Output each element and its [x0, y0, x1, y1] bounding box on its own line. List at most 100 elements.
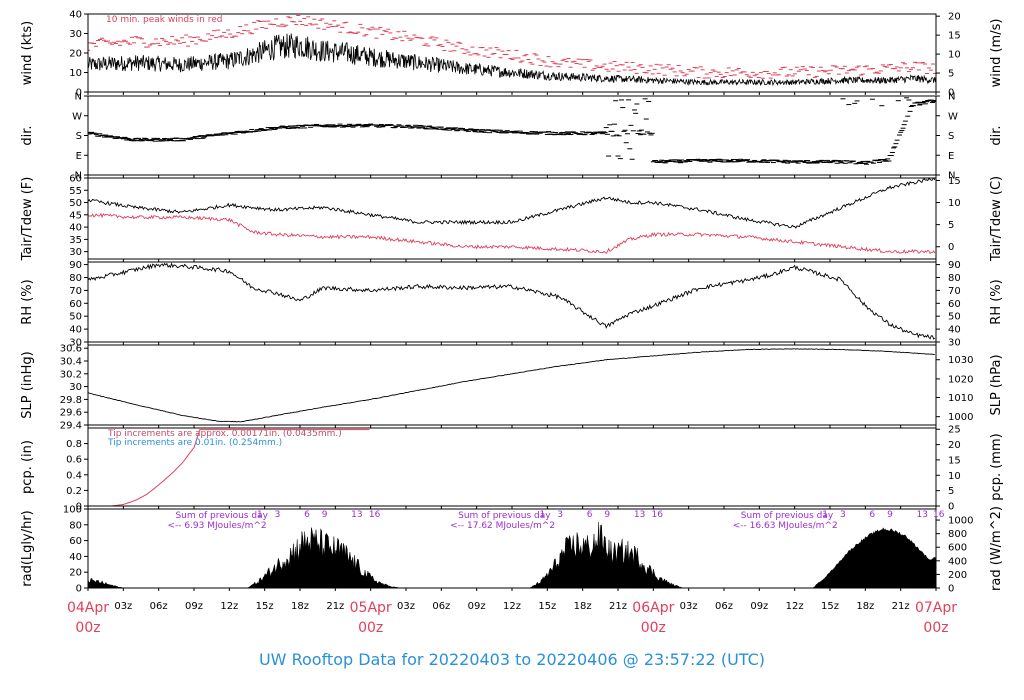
left-tick-label: 60 [69, 174, 82, 185]
date-label: 05Apr [350, 600, 392, 616]
right-tick-label: 5 [948, 220, 954, 231]
x-tick-label: 15z [538, 601, 556, 612]
hour-mark: 3 [275, 510, 281, 520]
hour-mark: 1 [257, 510, 263, 520]
footer-title: UW Rooftop Data for 20220403 to 20220406… [259, 650, 765, 669]
right-tick-label: 10 [948, 471, 961, 482]
x-tick-label: 21z [892, 601, 910, 612]
plot-area-dir [88, 97, 936, 165]
plot-area-rad [88, 522, 936, 588]
y-axis-label-left: Tair/Tdew (F) [20, 177, 35, 262]
date-label: 07Apr [915, 600, 957, 616]
x-tick-label: 12z [503, 601, 521, 612]
y-axis-label-right: rad (W/m^2) [989, 506, 1004, 591]
y-axis-label-left: rad(Lgly/hr) [20, 510, 35, 586]
series-direction [88, 97, 936, 165]
x-tick-label: 03z [397, 601, 415, 612]
x-axis: 03z 06z 09z 12z 15z 18z 21z 03z 06z 09z 12z 15z 18z 2… [67, 600, 957, 636]
y-axis-label-left: wind (kts) [20, 21, 35, 85]
right-tick-label: 0 [948, 242, 954, 253]
right-tick-label: 1020 [948, 374, 973, 385]
plot-area-wind [88, 14, 936, 87]
left-tick-label: 70 [69, 286, 82, 297]
left-tick-label: 30 [69, 382, 82, 393]
x-tick-label: 06z [150, 601, 168, 612]
panel-rad: 02040608010002004006008001000rad(Lgly/hr… [20, 505, 1004, 595]
x-tick-label: 09z [468, 601, 486, 612]
hour-mark: 6 [869, 510, 875, 520]
radiation-summary-value: <-- 16.63 MJoules/m^2 [733, 521, 838, 531]
y-axis-label-right: wind (m/s) [989, 19, 1004, 88]
x-tick-label: 03z [680, 601, 698, 612]
left-tick-label: 29.4 [60, 421, 82, 432]
right-tick-label: 40 [948, 325, 961, 336]
wind-annotation: 10 min. peak winds in red [106, 15, 223, 25]
series-tair [88, 178, 936, 229]
left-tick-label: 30.2 [60, 369, 82, 380]
y-axis-label-right: SLP (hPa) [989, 354, 1004, 415]
right-tick-label: 80 [948, 273, 961, 284]
left-tick-label: 80 [69, 273, 82, 284]
right-tick-label: 15 [948, 455, 961, 466]
left-tick-label: 60 [69, 536, 82, 547]
right-tick-label: 50 [948, 312, 961, 323]
right-tick-label: 5 [948, 69, 954, 80]
left-tick-label: 55 [69, 186, 82, 197]
left-tick-label: 30.4 [60, 357, 82, 368]
y-axis-label-left: dir. [20, 125, 35, 145]
x-tick-label: 15z [256, 601, 274, 612]
series-precip [88, 429, 370, 506]
left-tick-label: 40 [69, 10, 82, 21]
y-axis-label-left: SLP (inHg) [20, 351, 35, 419]
panel-rh: 30 40 50 60 70 80 90 30 40 50 60 70 80 90 RH (%) RH (%) [20, 260, 1004, 348]
left-tick-label: 0 [76, 584, 82, 595]
right-tick-label: 70 [948, 286, 961, 297]
right-tick-label: N [948, 171, 955, 182]
panel-wind: 0 10 20 30 40 0 5 10 15 20 wind (kts) wind (m/s) 10 … [20, 10, 1004, 99]
left-tick-label: 29.6 [60, 408, 82, 419]
left-tick-label: 30 [69, 338, 82, 349]
left-tick-label: 90 [69, 260, 82, 271]
left-tick-label: 60 [69, 299, 82, 310]
x-tick-label: 18z [856, 601, 874, 612]
panel-slp: 29.4 29.6 29.8 30 30.230.4 30.6 1000 1010 1020 10… [20, 344, 1004, 432]
hour-mark: 3 [557, 510, 563, 520]
left-tick-label: 40 [69, 552, 82, 563]
right-tick-label: 20 [948, 440, 961, 451]
right-tick-label: 90 [948, 260, 961, 271]
hour-mark: 16 [369, 510, 381, 520]
series-wind [88, 33, 936, 87]
right-tick-label: 0 [948, 502, 954, 513]
series-slp [88, 348, 935, 423]
frame-slp [87, 344, 937, 426]
left-tick-label: 0.8 [66, 439, 82, 450]
right-tick-label: 1000 [948, 516, 973, 527]
series-peak-winds [88, 14, 936, 79]
date-hour-label: 00z [75, 620, 100, 636]
y-axis-label-right: Tair/Tdew (C) [989, 176, 1004, 262]
right-tick-label: 15 [948, 176, 961, 187]
hour-mark: 13 [634, 510, 645, 520]
right-tick-label: S [948, 131, 954, 142]
left-tick-label: 29.8 [60, 395, 82, 406]
frame-temp [87, 177, 937, 260]
date-hour-label: 00z [641, 620, 666, 636]
date-label: 06Apr [632, 600, 674, 616]
frame-rh [87, 261, 937, 343]
right-tick-label: 1000 [948, 412, 973, 423]
x-tick-label: 06z [715, 601, 733, 612]
left-tick-label: 20 [69, 568, 82, 579]
x-tick-label: 09z [185, 601, 203, 612]
left-tick-label: 100 [63, 505, 82, 516]
hour-mark: 3 [840, 510, 846, 520]
y-axis-label-left: pcp. (in) [20, 440, 35, 494]
left-tick-label: 30.6 [60, 344, 82, 355]
date-hour-label: 00z [923, 620, 948, 636]
hour-mark: 13 [351, 510, 362, 520]
series-radiation [88, 522, 936, 588]
hour-mark: 16 [933, 510, 945, 520]
left-tick-label: E [76, 151, 82, 162]
series-rh [88, 262, 936, 340]
left-tick-label: 0 [76, 88, 82, 99]
